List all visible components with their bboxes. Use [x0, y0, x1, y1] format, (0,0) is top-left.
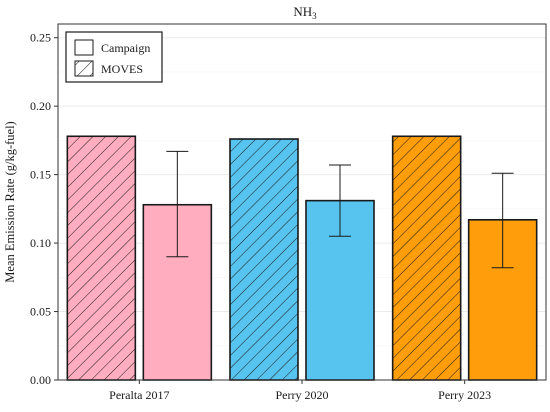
y-tick-label: 0.25	[30, 31, 51, 45]
chart-title: NH3	[293, 4, 317, 21]
y-axis: 0.00 0.05 0.10 0.15 0.20 0.25	[30, 31, 58, 387]
x-tick-label: Perry 2023	[438, 388, 491, 402]
bar-hatch	[67, 136, 136, 380]
y-axis-label: Mean Emission Rate (g/kg-fuel)	[3, 121, 17, 282]
x-tick-label: Perry 2020	[276, 388, 329, 402]
y-tick-label: 0.10	[30, 236, 51, 250]
x-tick-label: Peralta 2017	[109, 388, 169, 402]
legend-swatch-campaign	[74, 39, 94, 56]
y-tick-label: 0.20	[30, 99, 51, 113]
legend: Campaign MOVES	[65, 31, 163, 83]
legend-label-campaign: Campaign	[101, 41, 150, 55]
y-tick-label: 0.15	[30, 168, 51, 182]
bars	[66, 135, 538, 381]
y-tick-label: 0.05	[30, 305, 51, 319]
error-bars	[166, 150, 514, 269]
legend-label-moves: MOVES	[101, 62, 143, 76]
bar-hatch	[392, 136, 461, 380]
y-tick-label: 0.00	[30, 373, 51, 387]
x-axis: Peralta 2017 Perry 2020 Perry 2023	[109, 380, 491, 402]
bar-hatch	[230, 139, 298, 380]
legend-swatch-moves	[74, 60, 94, 77]
